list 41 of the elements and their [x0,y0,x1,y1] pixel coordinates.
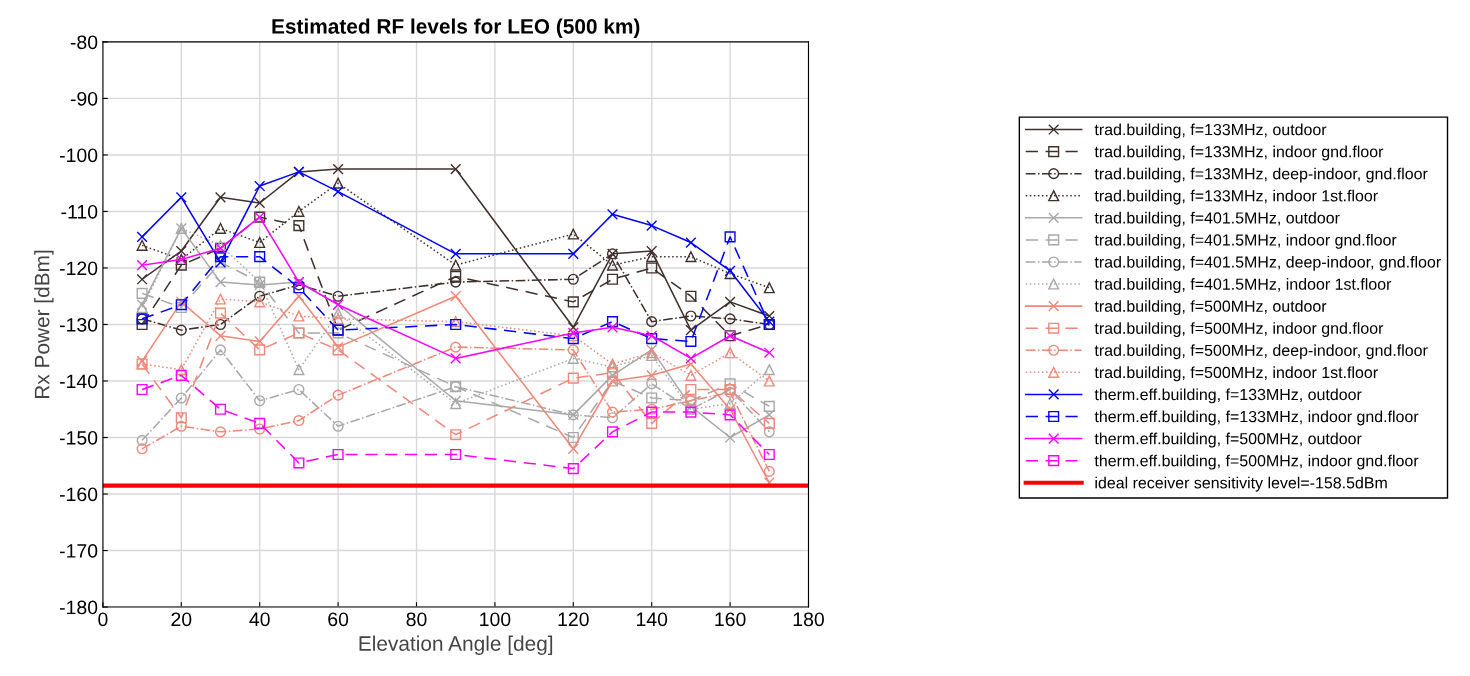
legend-label: therm.eff.building, f=500MHz, outdoor [1094,432,1362,448]
legend-label: trad.building, f=133MHz, indoor gnd.floor [1094,145,1384,161]
legend-label: therm.eff.building, f=500MHz, indoor gnd.floor [1094,454,1419,470]
x-tick-label: 0 [98,612,108,627]
legend-label: trad.building, f=133MHz, outdoor [1094,123,1327,139]
legend-label: trad.building, f=500MHz, indoor gnd.floor [1094,322,1384,338]
y-tick-label: -90 [70,91,98,106]
legend-label: trad.building, f=401.5MHz, indoor 1st.floor [1094,278,1392,293]
legend-label: trad.building, f=401.5MHz, indoor gnd.floor [1094,233,1397,249]
x-tick-label: 100 [480,612,511,627]
x-tick-label: 80 [406,612,427,627]
legend-label: therm.eff.building, f=133MHz, indoor gnd.floor [1094,410,1419,426]
x-tick-label: 120 [558,612,589,627]
legend-label: trad.building, f=401.5MHz, outdoor [1094,211,1340,227]
x-tick-label: 60 [328,612,349,627]
x-tick-label: 180 [793,612,824,627]
y-tick-label: -110 [61,204,98,219]
legend-label: trad.building, f=133MHz, deep-indoor, gnd.floor [1094,167,1428,183]
legend-label: therm.eff.building, f=133MHz, outdoor [1094,388,1362,404]
legend-label: trad.building, f=500MHz, deep-indoor, gnd.floor [1094,344,1428,360]
y-tick-label: -120 [59,261,98,276]
legend-label: trad.building, f=401.5MHz, deep-indoor, gnd.floor [1094,255,1441,271]
x-tick-label: 20 [171,612,192,627]
y-tick-label: -180 [59,600,98,615]
legend-label: trad.building, f=133MHz, indoor 1st.floor [1094,189,1378,205]
y-axis-title: Rx Power [dBm] [34,250,54,399]
legend-label: ideal receiver sensitivity level=-158.5dBm [1095,476,1387,492]
legend-label: trad.building, f=500MHz, outdoor [1094,300,1327,316]
x-tick-label: 160 [715,612,746,627]
y-tick-label: -160 [59,487,98,502]
x-tick-label: 40 [249,612,270,627]
x-axis-title: Elevation Angle [deg] [359,635,553,656]
y-tick-label: -100 [59,148,98,163]
y-tick-label: -130 [59,317,98,332]
chart-title: Estimated RF levels for LEO (500 km) [272,18,640,38]
y-tick-label: -170 [59,544,98,558]
legend-label: trad.building, f=500MHz, indoor 1st.floor [1094,366,1378,382]
y-tick-label: -150 [59,430,98,445]
y-tick-label: -80 [70,35,98,50]
x-tick-label: 140 [636,612,668,627]
y-tick-label: -140 [59,374,98,389]
